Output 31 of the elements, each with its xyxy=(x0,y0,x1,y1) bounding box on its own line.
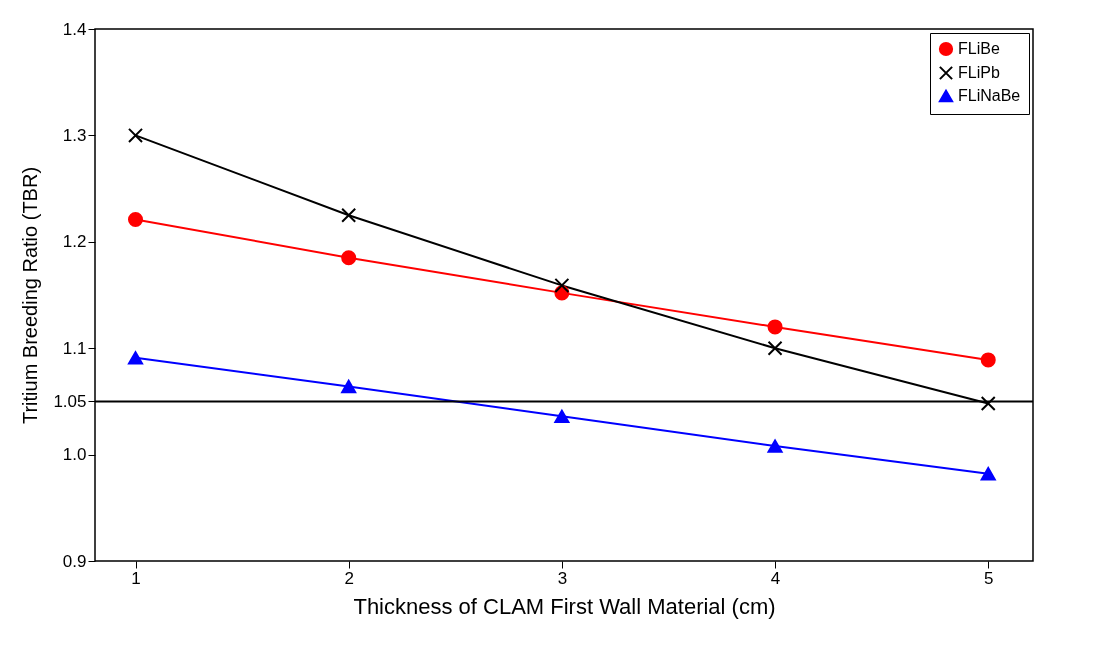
legend-label: FLiPb xyxy=(958,64,1000,81)
point xyxy=(554,409,570,423)
x-tick-label: 5 xyxy=(984,568,994,588)
x-tick-label: 4 xyxy=(770,568,781,588)
point xyxy=(767,340,783,356)
point xyxy=(127,351,144,365)
x-axis-title: Thickness of CLAM First Wall Material (cm) xyxy=(353,593,776,619)
legend-label: FLiBe xyxy=(958,40,1000,57)
y-tick-label: 1.0 xyxy=(62,445,87,465)
y-tick-label: 0.9 xyxy=(62,551,87,571)
point xyxy=(341,250,357,266)
point xyxy=(127,211,144,227)
y-axis-title: Tritium Breeding Ratio (TBR) xyxy=(19,166,42,425)
x-tick-label: 2 xyxy=(344,568,354,588)
point xyxy=(127,127,144,143)
y-tick-label: 1.2 xyxy=(62,232,87,252)
point xyxy=(980,396,996,412)
point xyxy=(767,319,783,335)
point xyxy=(980,352,996,368)
legend-label: FLiNaBe xyxy=(958,87,1021,104)
y-tick-label: 1.3 xyxy=(62,125,87,145)
x-tick-label: 1 xyxy=(131,568,141,588)
y-tick-label: 1.1 xyxy=(62,338,87,358)
point xyxy=(767,439,783,453)
point xyxy=(341,379,357,394)
y-tick-label: 1.4 xyxy=(62,19,87,39)
x-tick-label: 3 xyxy=(557,568,568,588)
point xyxy=(980,467,996,481)
point xyxy=(554,277,570,293)
point xyxy=(341,207,357,223)
y-tick-label: 1.05 xyxy=(53,391,87,411)
